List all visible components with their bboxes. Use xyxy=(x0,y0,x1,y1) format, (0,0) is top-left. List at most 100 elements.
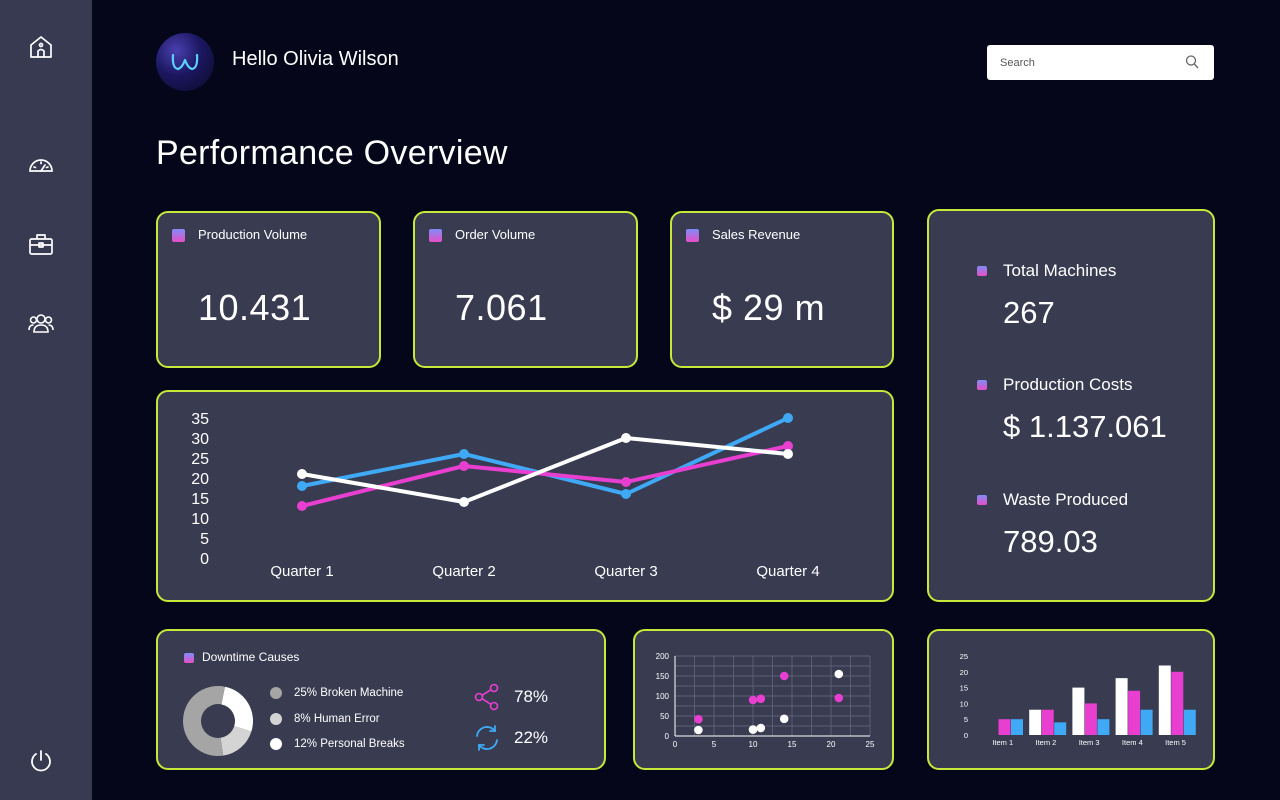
x-tick-label: Item 4 xyxy=(1122,738,1143,747)
x-tick-label: Quarter 4 xyxy=(756,563,819,580)
bar-blue xyxy=(1054,722,1067,735)
bar-pink xyxy=(1128,690,1141,735)
legend-dot xyxy=(270,713,282,725)
y-tick-label: 20 xyxy=(960,668,968,677)
share-icon xyxy=(474,683,499,711)
donut-slice xyxy=(221,686,253,732)
scatter-point-pink xyxy=(694,714,703,724)
kpi-card-order-volume: Order Volume 7.061 xyxy=(413,211,638,368)
brand-logo xyxy=(156,33,214,91)
data-point-pink xyxy=(297,501,307,511)
series-line-pink xyxy=(301,444,789,508)
legend-square xyxy=(977,380,987,390)
legend-square xyxy=(172,229,185,242)
data-point-white xyxy=(459,497,469,507)
home-icon[interactable] xyxy=(28,34,54,60)
kpi-card-production-volume: Production Volume 10.431 xyxy=(156,211,381,368)
y-tick-label: 35 xyxy=(191,411,209,428)
x-tick-label: 25 xyxy=(866,740,875,749)
x-tick-label: Item 2 xyxy=(1036,738,1057,747)
scatter-point-white xyxy=(834,669,844,679)
scatter-point-pink xyxy=(779,671,789,681)
downtime-title: Downtime Causes xyxy=(202,650,300,664)
metric-share: 78% xyxy=(472,682,548,712)
x-tick-label: 5 xyxy=(712,740,717,749)
stat-value: $ 1.137.061 xyxy=(1003,409,1167,444)
downtime-legend-item: 12% Personal Breaks xyxy=(270,738,405,750)
kpi-label: Order Volume xyxy=(455,227,536,242)
y-tick-label: 0 xyxy=(964,731,968,740)
kpi-label: Production Volume xyxy=(198,227,308,242)
search-input[interactable] xyxy=(987,45,1214,80)
bar-pink xyxy=(1084,703,1097,735)
downtime-legend-label: 25% Broken Machine xyxy=(294,687,404,699)
x-tick-label: Quarter 1 xyxy=(270,563,333,580)
y-tick-label: 25 xyxy=(191,451,209,468)
bar-blue xyxy=(1011,719,1023,735)
donut-slice xyxy=(183,686,225,756)
y-tick-label: 0 xyxy=(200,551,209,568)
bar-white xyxy=(1029,709,1042,735)
scatter-point-white xyxy=(748,725,758,734)
kpi-label: Sales Revenue xyxy=(712,227,801,242)
x-tick-label: Item 1 xyxy=(992,738,1013,747)
stats-card: Total Machines 267 Production Costs $ 1.… xyxy=(927,209,1215,602)
legend-dot xyxy=(270,687,282,699)
bar-white xyxy=(1158,665,1171,735)
y-tick-label: 20 xyxy=(191,471,209,488)
metric-value: 22% xyxy=(514,728,549,747)
power-icon[interactable] xyxy=(28,748,54,774)
metric-refresh: 22% xyxy=(472,723,548,753)
y-tick-label: 5 xyxy=(200,531,209,548)
data-point-white xyxy=(783,449,793,459)
data-point-blue xyxy=(459,449,469,459)
data-point-white xyxy=(297,469,307,479)
legend-square xyxy=(977,266,987,276)
data-point-blue xyxy=(783,413,793,423)
scatter-point-white xyxy=(756,723,766,733)
legend-square xyxy=(429,229,442,242)
scatter-point-pink xyxy=(834,693,844,703)
search-icon[interactable] xyxy=(1184,54,1200,70)
refresh-icon xyxy=(476,725,498,751)
legend-square xyxy=(184,653,194,663)
scatter-chart: 0 50 100 150 200 0 5 10 15 20 25 xyxy=(656,652,875,749)
data-point-blue xyxy=(297,481,307,491)
x-tick-label: 10 xyxy=(749,740,758,749)
series-line-blue xyxy=(301,416,789,496)
legend-dot xyxy=(270,738,282,750)
downtime-legend-label: 8% Human Error xyxy=(294,713,380,725)
x-tick-label: 0 xyxy=(673,740,678,749)
y-tick-label: 200 xyxy=(656,652,670,661)
legend-square xyxy=(977,495,987,505)
stat-value: 789.03 xyxy=(1003,524,1098,559)
data-point-pink xyxy=(459,461,469,471)
bar-white xyxy=(1115,678,1128,735)
y-tick-label: 10 xyxy=(960,699,968,708)
downtime-legend-item: 8% Human Error xyxy=(270,713,380,725)
y-tick-label: 15 xyxy=(191,491,209,508)
y-tick-label: 50 xyxy=(660,712,669,721)
dashboard-gauge-icon[interactable] xyxy=(28,152,54,178)
line-chart: 0 5 10 15 20 25 30 35 Quarter 1 Quarter 2 Quarter … xyxy=(191,411,819,580)
bar-pink xyxy=(998,719,1011,735)
stat-label: Production Costs xyxy=(1003,375,1133,394)
bar-chart: 0 5 10 15 20 25 Item 1 Item 2 Item 3 Item 4 Item 5 xyxy=(960,652,1196,747)
y-tick-label: 15 xyxy=(960,684,968,693)
downtime-legend-item: 25% Broken Machine xyxy=(270,687,403,699)
briefcase-icon[interactable] xyxy=(28,231,54,257)
bar-chart-card: 0 5 10 15 20 25 Item 1 Item 2 Item 3 Item 4 Item 5 xyxy=(927,629,1215,770)
y-tick-label: 100 xyxy=(656,692,670,701)
scatter-point-white xyxy=(779,714,789,724)
data-point-white xyxy=(621,433,631,443)
downtime-legend-label: 12% Personal Breaks xyxy=(294,738,405,750)
y-tick-label: 25 xyxy=(960,652,968,661)
page-title: Performance Overview xyxy=(156,134,508,172)
scatter-point-white xyxy=(694,725,703,735)
x-tick-label: 15 xyxy=(788,740,797,749)
kpi-value: 10.431 xyxy=(198,287,312,328)
users-icon[interactable] xyxy=(28,310,54,336)
bar-blue xyxy=(1183,709,1196,735)
x-tick-label: Quarter 2 xyxy=(432,563,495,580)
x-tick-label: Item 3 xyxy=(1079,738,1100,747)
